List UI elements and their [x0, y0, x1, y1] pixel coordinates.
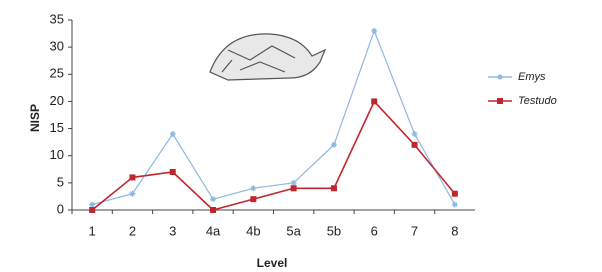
marker [452, 202, 458, 208]
marker [250, 196, 256, 202]
x-tick-label: 3 [169, 223, 176, 238]
x-tick-label: 4b [246, 223, 260, 238]
marker [89, 202, 95, 208]
x-tick-label: 5b [327, 223, 341, 238]
marker [412, 142, 418, 148]
legend-label: Testudo [518, 95, 557, 107]
y-tick-label: 0 [57, 201, 64, 216]
turtle-illustration [210, 34, 325, 80]
marker [170, 169, 176, 175]
legend-marker [497, 98, 503, 104]
x-axis-label: Level [257, 256, 288, 270]
chart: NISP Level 0 5 10 15 20 25 30 35 1 2 3 4a 4b 5a 5b 6 7 8 E… [0, 0, 602, 272]
marker [331, 185, 337, 191]
marker [371, 28, 377, 34]
x-tick-label: 8 [451, 223, 458, 238]
marker [452, 191, 458, 197]
x-tick-label: 5a [286, 223, 301, 238]
y-tick-label: 35 [50, 11, 64, 26]
marker [210, 207, 216, 213]
x-tick-label: 4a [206, 223, 221, 238]
marker [89, 207, 95, 213]
y-axis-label: NISP [28, 104, 42, 132]
x-tick-label: 1 [89, 223, 96, 238]
marker [210, 196, 216, 202]
y-tick-label: 15 [50, 120, 64, 135]
x-tick-label: 6 [371, 223, 378, 238]
y-tick-label: 10 [50, 147, 64, 162]
legend-marker [498, 75, 503, 80]
marker [250, 185, 256, 191]
y-tick-label: 5 [57, 174, 64, 189]
y-tick-label: 30 [50, 39, 64, 54]
series-line [92, 101, 455, 210]
x-tick-label: 2 [129, 223, 136, 238]
y-tick-label: 20 [50, 93, 64, 108]
marker [291, 185, 297, 191]
legend-label: Emys [518, 71, 546, 83]
marker [371, 98, 377, 104]
y-tick-label: 25 [50, 66, 64, 81]
marker [412, 131, 418, 137]
marker [129, 174, 135, 180]
x-tick-label: 7 [411, 223, 418, 238]
